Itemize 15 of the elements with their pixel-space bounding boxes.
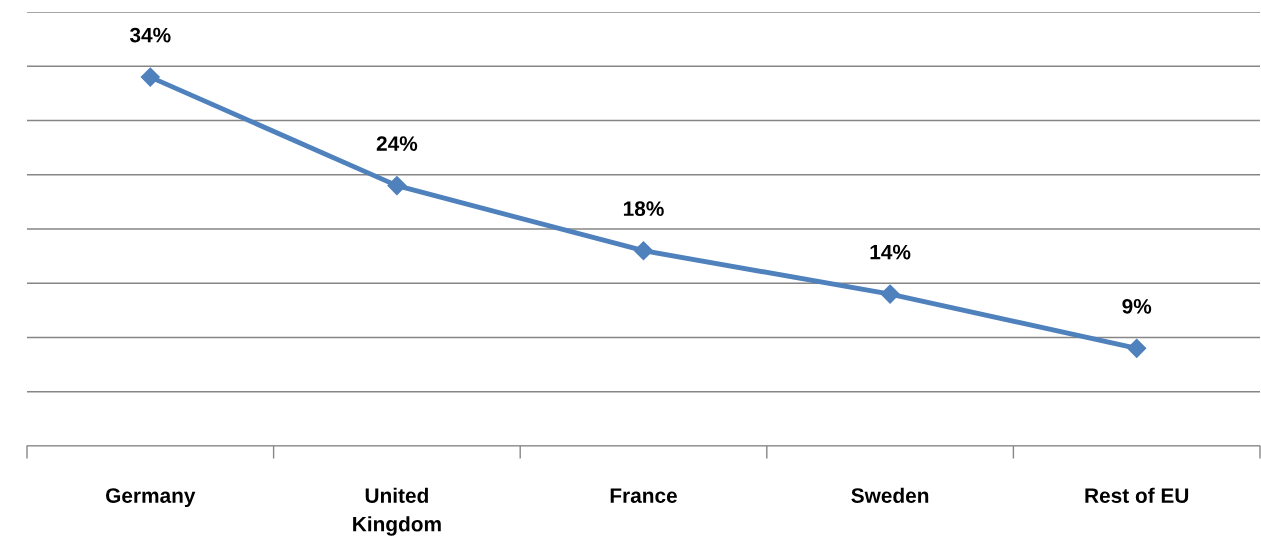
data-label: 14% xyxy=(870,244,911,260)
x-tick-label: Sweden xyxy=(851,487,929,503)
x-tick-label: United Kingdom xyxy=(353,487,441,536)
point xyxy=(1127,338,1147,358)
data-label: 34% xyxy=(129,27,171,43)
point xyxy=(633,241,654,261)
point xyxy=(140,67,160,87)
x-tick-label: Germany xyxy=(106,488,196,508)
point xyxy=(880,284,900,304)
data-label: 24% xyxy=(376,136,418,151)
point xyxy=(387,176,407,196)
data-label: 18% xyxy=(623,201,664,217)
data-label: 9% xyxy=(1122,298,1152,314)
x-tick-label: Rest of EU xyxy=(1085,487,1189,503)
x-tick-label: France xyxy=(610,488,677,503)
